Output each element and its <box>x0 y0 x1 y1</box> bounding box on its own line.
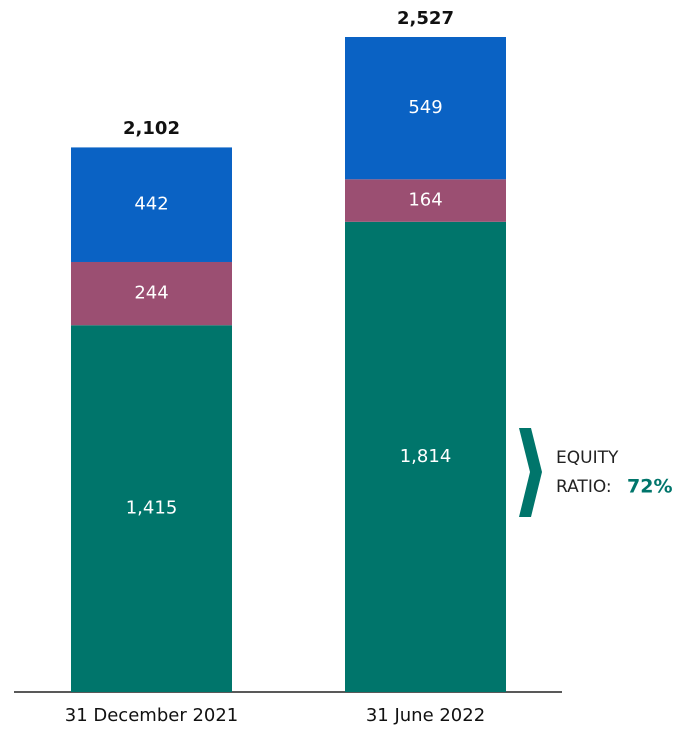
bar-segment <box>71 147 232 262</box>
segment-label: 442 <box>134 194 168 215</box>
annotation-value: 72% <box>627 476 672 498</box>
x-tick-label: 31 December 2021 <box>65 705 239 726</box>
segment-label: 244 <box>134 283 168 304</box>
segment-label: 1,415 <box>126 498 178 519</box>
bar-segment <box>71 261 232 326</box>
bar-segment <box>345 37 506 180</box>
total-label: 2,527 <box>397 8 454 29</box>
annotation-line: RATIO: <box>556 477 612 497</box>
bar-segment <box>345 179 506 222</box>
segment-label: 1,814 <box>400 446 452 467</box>
bar-segment <box>345 221 506 692</box>
bar-segment <box>71 325 232 692</box>
total-label: 2,102 <box>123 118 180 139</box>
x-tick-label: 31 June 2022 <box>366 705 485 726</box>
segment-label: 164 <box>408 190 442 211</box>
chevron <box>519 428 542 517</box>
segment-label: 549 <box>408 97 442 118</box>
annotation-line: EQUITY <box>556 448 619 468</box>
